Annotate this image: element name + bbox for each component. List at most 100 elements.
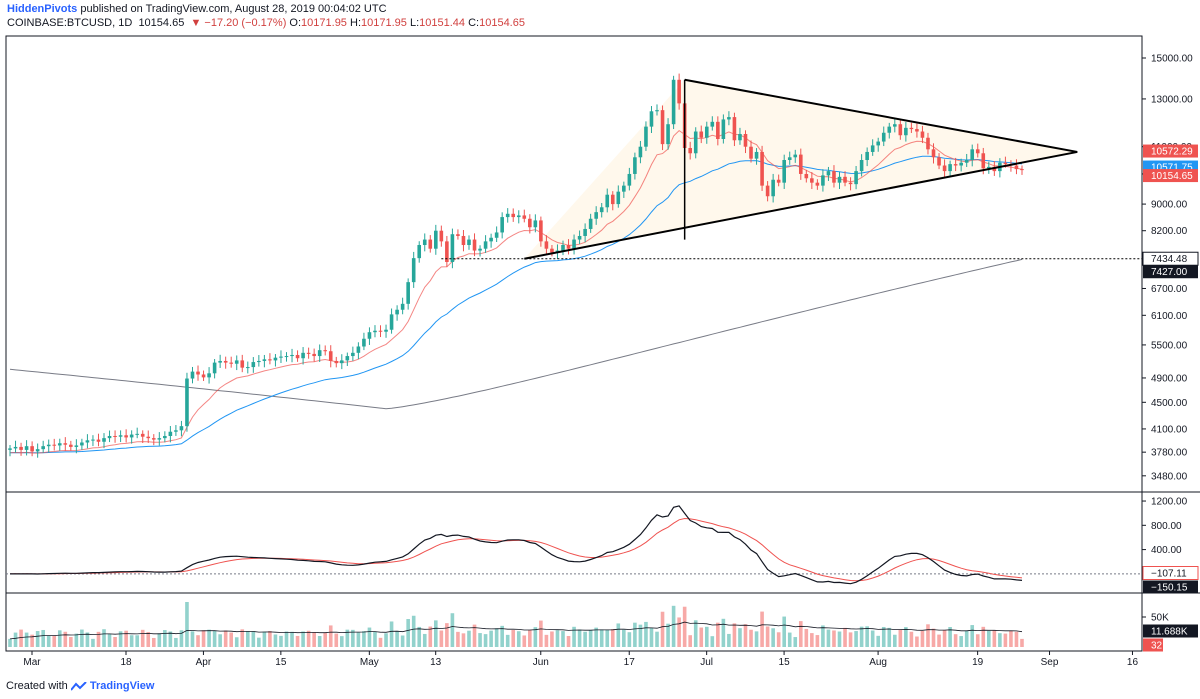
- candle-body: [179, 426, 184, 431]
- chart-border: [5, 35, 1143, 652]
- volume-bar: [395, 630, 399, 647]
- macd-pane[interactable]: [6, 505, 1142, 585]
- volume-bar: [688, 635, 692, 647]
- volume-bar: [174, 637, 178, 647]
- volume-bar: [832, 630, 836, 647]
- volume-bar: [190, 631, 195, 647]
- volume-bar: [588, 629, 593, 647]
- volume-bar: [461, 633, 466, 647]
- candle-body: [644, 126, 648, 147]
- open-label: O:: [289, 17, 302, 29]
- volume-bar: [793, 637, 798, 647]
- price-tick-label: 6700.00: [1151, 284, 1188, 295]
- volume-bar: [644, 621, 648, 647]
- candle-body: [666, 124, 670, 145]
- symbol-label: COINBASE:BTCUSD, 1D: [7, 17, 133, 29]
- candle-body: [395, 309, 399, 315]
- volume-pane[interactable]: [8, 602, 1024, 647]
- volume-bar: [41, 629, 45, 647]
- candle-body: [804, 173, 809, 179]
- volume-bar: [85, 632, 90, 647]
- triangle-upper-trendline: [684, 78, 1078, 153]
- volume-bar: [926, 624, 930, 647]
- volume-value-count: 32: [1151, 641, 1163, 652]
- price-label-box: [1143, 144, 1198, 158]
- volume-bar: [599, 629, 604, 647]
- volume-bar: [240, 629, 245, 647]
- candle-body: [118, 435, 123, 437]
- footer-brand[interactable]: TradingView: [89, 680, 155, 692]
- candle-body: [848, 182, 853, 185]
- volume-bar: [124, 630, 128, 647]
- ema-mid-line: [9, 155, 1023, 454]
- candle-body: [909, 127, 914, 130]
- volume-bar: [870, 630, 875, 647]
- candle-body: [400, 303, 405, 310]
- candle-body: [146, 436, 151, 439]
- time-axis[interactable]: Mar18Apr15May13Jun17Jul15Aug19Sep16Oct: [23, 651, 1200, 668]
- author-link[interactable]: HiddenPivots: [7, 3, 78, 15]
- ma-slow-line: [9, 258, 1023, 410]
- candle-body: [328, 351, 333, 361]
- candle-body: [306, 352, 311, 354]
- volume-bar: [550, 631, 554, 647]
- volume-bar: [616, 623, 621, 647]
- tradingview-logo-icon: [70, 680, 87, 691]
- volume-bar: [306, 630, 311, 647]
- volume-bar: [279, 635, 283, 647]
- price-tick-label: 4900.00: [1151, 373, 1188, 384]
- volume-bar: [848, 632, 853, 647]
- candle-body: [904, 127, 908, 136]
- candle-body: [937, 157, 941, 166]
- high-label: H:: [350, 17, 361, 29]
- volume-bar: [445, 623, 449, 647]
- candle-body: [378, 330, 383, 332]
- candle-body: [207, 373, 211, 378]
- candle-body: [959, 162, 963, 166]
- time-tick-label: 15: [275, 657, 287, 668]
- candle-body: [920, 131, 925, 138]
- volume-bar: [19, 629, 23, 647]
- volume-bar: [185, 602, 189, 647]
- candle-body: [810, 178, 814, 183]
- volume-bar: [981, 626, 986, 647]
- volume-bar: [815, 635, 820, 647]
- price-tick-label: 6100.00: [1151, 311, 1188, 322]
- candle-body: [500, 217, 504, 233]
- volume-bar: [63, 631, 68, 647]
- price-tick-label: 5500.00: [1151, 340, 1188, 351]
- volume-bar: [904, 627, 908, 647]
- volume-bar: [428, 626, 433, 647]
- price-tick-label: 8200.00: [1151, 226, 1188, 237]
- volume-bar: [30, 634, 34, 647]
- volume-bar: [605, 629, 610, 647]
- volume-tick-label: 50K: [1151, 613, 1169, 624]
- candle-body: [201, 374, 206, 378]
- volume-bar: [218, 634, 222, 647]
- price-pane[interactable]: [8, 73, 1142, 458]
- price-tick-label: 4100.00: [1151, 424, 1188, 435]
- candle-body: [135, 433, 139, 435]
- volume-bar: [787, 632, 792, 647]
- volume-bar: [776, 632, 781, 647]
- candle-body: [478, 248, 482, 251]
- low-value: 10151.44: [419, 17, 466, 29]
- volume-bar: [13, 632, 18, 647]
- volume-bar: [107, 633, 112, 647]
- volume-bar: [356, 632, 361, 647]
- volume-bar: [422, 633, 427, 647]
- candle-body: [262, 359, 267, 361]
- candle-body: [677, 79, 681, 104]
- volume-bar: [533, 627, 538, 647]
- volume-bar: [411, 615, 416, 647]
- candle-body: [837, 176, 842, 183]
- volume-bar: [865, 626, 869, 647]
- candle-body: [472, 239, 477, 251]
- volume-bar: [223, 630, 228, 647]
- volume-bar: [909, 631, 914, 647]
- candle-body: [234, 360, 239, 364]
- candle-body: [738, 133, 742, 141]
- candle-body: [422, 239, 427, 246]
- price-axis[interactable]: 15000.0013000.0011000.0010000.009000.008…: [1142, 54, 1199, 652]
